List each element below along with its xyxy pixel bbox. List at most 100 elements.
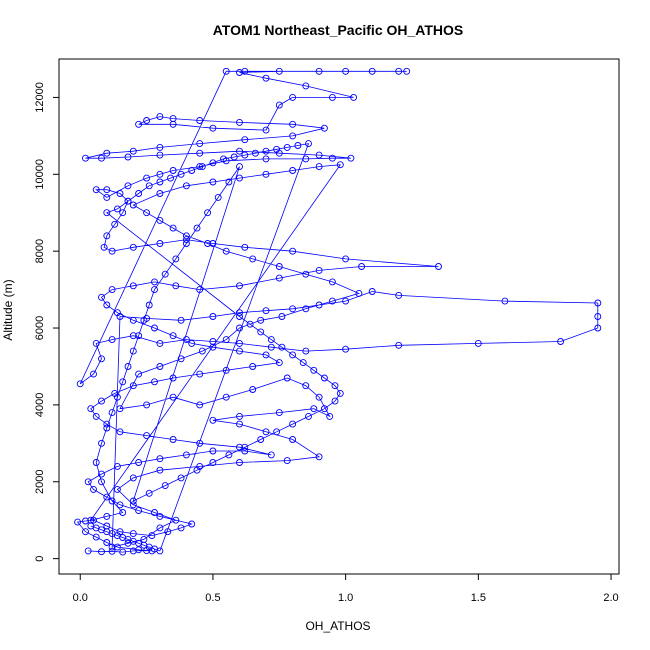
data-point	[236, 459, 243, 466]
data-point	[198, 347, 206, 355]
data-point	[283, 374, 291, 382]
data-point	[236, 282, 243, 290]
data-point	[103, 424, 111, 432]
data-point	[156, 151, 164, 159]
data-point	[169, 167, 177, 174]
data-point	[98, 470, 105, 478]
data-point	[103, 420, 111, 428]
data-point	[249, 255, 257, 263]
data-point	[87, 405, 95, 413]
data-point	[98, 154, 105, 162]
data-point	[156, 143, 164, 151]
data-point	[230, 153, 238, 161]
data-point	[82, 528, 89, 536]
data-point	[129, 382, 137, 390]
y-tick-label: 12000	[34, 82, 46, 113]
data-point	[156, 216, 164, 224]
data-point	[262, 147, 270, 155]
data-point	[182, 451, 190, 459]
data-point	[169, 436, 177, 443]
data-point	[594, 299, 602, 307]
x-tick-label: 0.0	[73, 592, 88, 604]
data-point	[236, 69, 243, 76]
data-point	[167, 174, 174, 182]
data-point	[145, 182, 153, 190]
data-point	[196, 439, 204, 447]
data-point	[251, 149, 259, 157]
data-point	[241, 136, 249, 144]
data-point	[326, 412, 334, 420]
data-point	[275, 409, 283, 417]
data-point	[249, 386, 257, 393]
data-point	[267, 451, 275, 459]
data-point	[328, 154, 336, 162]
data-point	[302, 382, 310, 390]
data-point	[289, 167, 297, 174]
data-point	[241, 447, 249, 455]
data-point	[196, 149, 204, 157]
data-point	[156, 524, 164, 532]
data-point	[257, 316, 265, 324]
data-point	[135, 459, 143, 466]
data-point	[76, 380, 84, 388]
data-point	[169, 374, 177, 382]
data-point	[129, 243, 137, 251]
data-point	[87, 522, 95, 530]
data-point	[169, 120, 177, 128]
data-point	[267, 343, 275, 351]
data-point	[283, 457, 291, 465]
data-point	[135, 546, 143, 554]
x-tick-label: 1.0	[338, 592, 353, 604]
data-point	[368, 67, 376, 75]
data-point	[315, 67, 323, 75]
data-point	[98, 548, 105, 556]
y-axis-label: Altitude (m)	[1, 279, 15, 340]
data-point	[209, 240, 217, 247]
data-point	[103, 493, 111, 501]
data-point	[275, 359, 283, 367]
data-point	[246, 320, 254, 328]
data-point	[275, 67, 283, 75]
data-point	[182, 240, 190, 247]
data-point	[113, 485, 121, 493]
data-point	[594, 324, 602, 332]
data-point	[140, 316, 148, 324]
data-point	[164, 528, 172, 536]
data-point	[273, 428, 281, 436]
data-point	[108, 547, 116, 555]
data-point	[193, 466, 201, 474]
data-point	[198, 163, 206, 171]
data-point	[474, 339, 482, 347]
data-point	[135, 190, 143, 197]
data-point	[92, 459, 100, 466]
y-tick-label: 0	[34, 556, 46, 562]
data-point	[172, 255, 180, 263]
data-point	[289, 132, 297, 140]
data-point	[302, 270, 310, 278]
data-point	[350, 93, 358, 101]
data-point	[257, 328, 265, 336]
series-line	[76, 70, 599, 553]
data-point	[92, 186, 100, 194]
data-point	[177, 316, 185, 324]
data-point	[262, 428, 270, 436]
data-point	[135, 120, 143, 128]
data-point	[236, 147, 243, 155]
data-point	[262, 126, 270, 134]
data-point	[196, 117, 204, 124]
data-point	[111, 220, 119, 228]
data-point	[241, 67, 249, 75]
data-point	[135, 507, 143, 515]
data-point	[299, 359, 307, 367]
data-point	[169, 224, 177, 232]
data-point	[289, 351, 297, 359]
data-point	[129, 201, 137, 209]
data-point	[100, 243, 108, 251]
data-point	[320, 124, 328, 132]
data-point	[222, 247, 230, 255]
data-point	[108, 543, 116, 551]
data-point	[145, 301, 153, 309]
data-point	[103, 209, 111, 217]
